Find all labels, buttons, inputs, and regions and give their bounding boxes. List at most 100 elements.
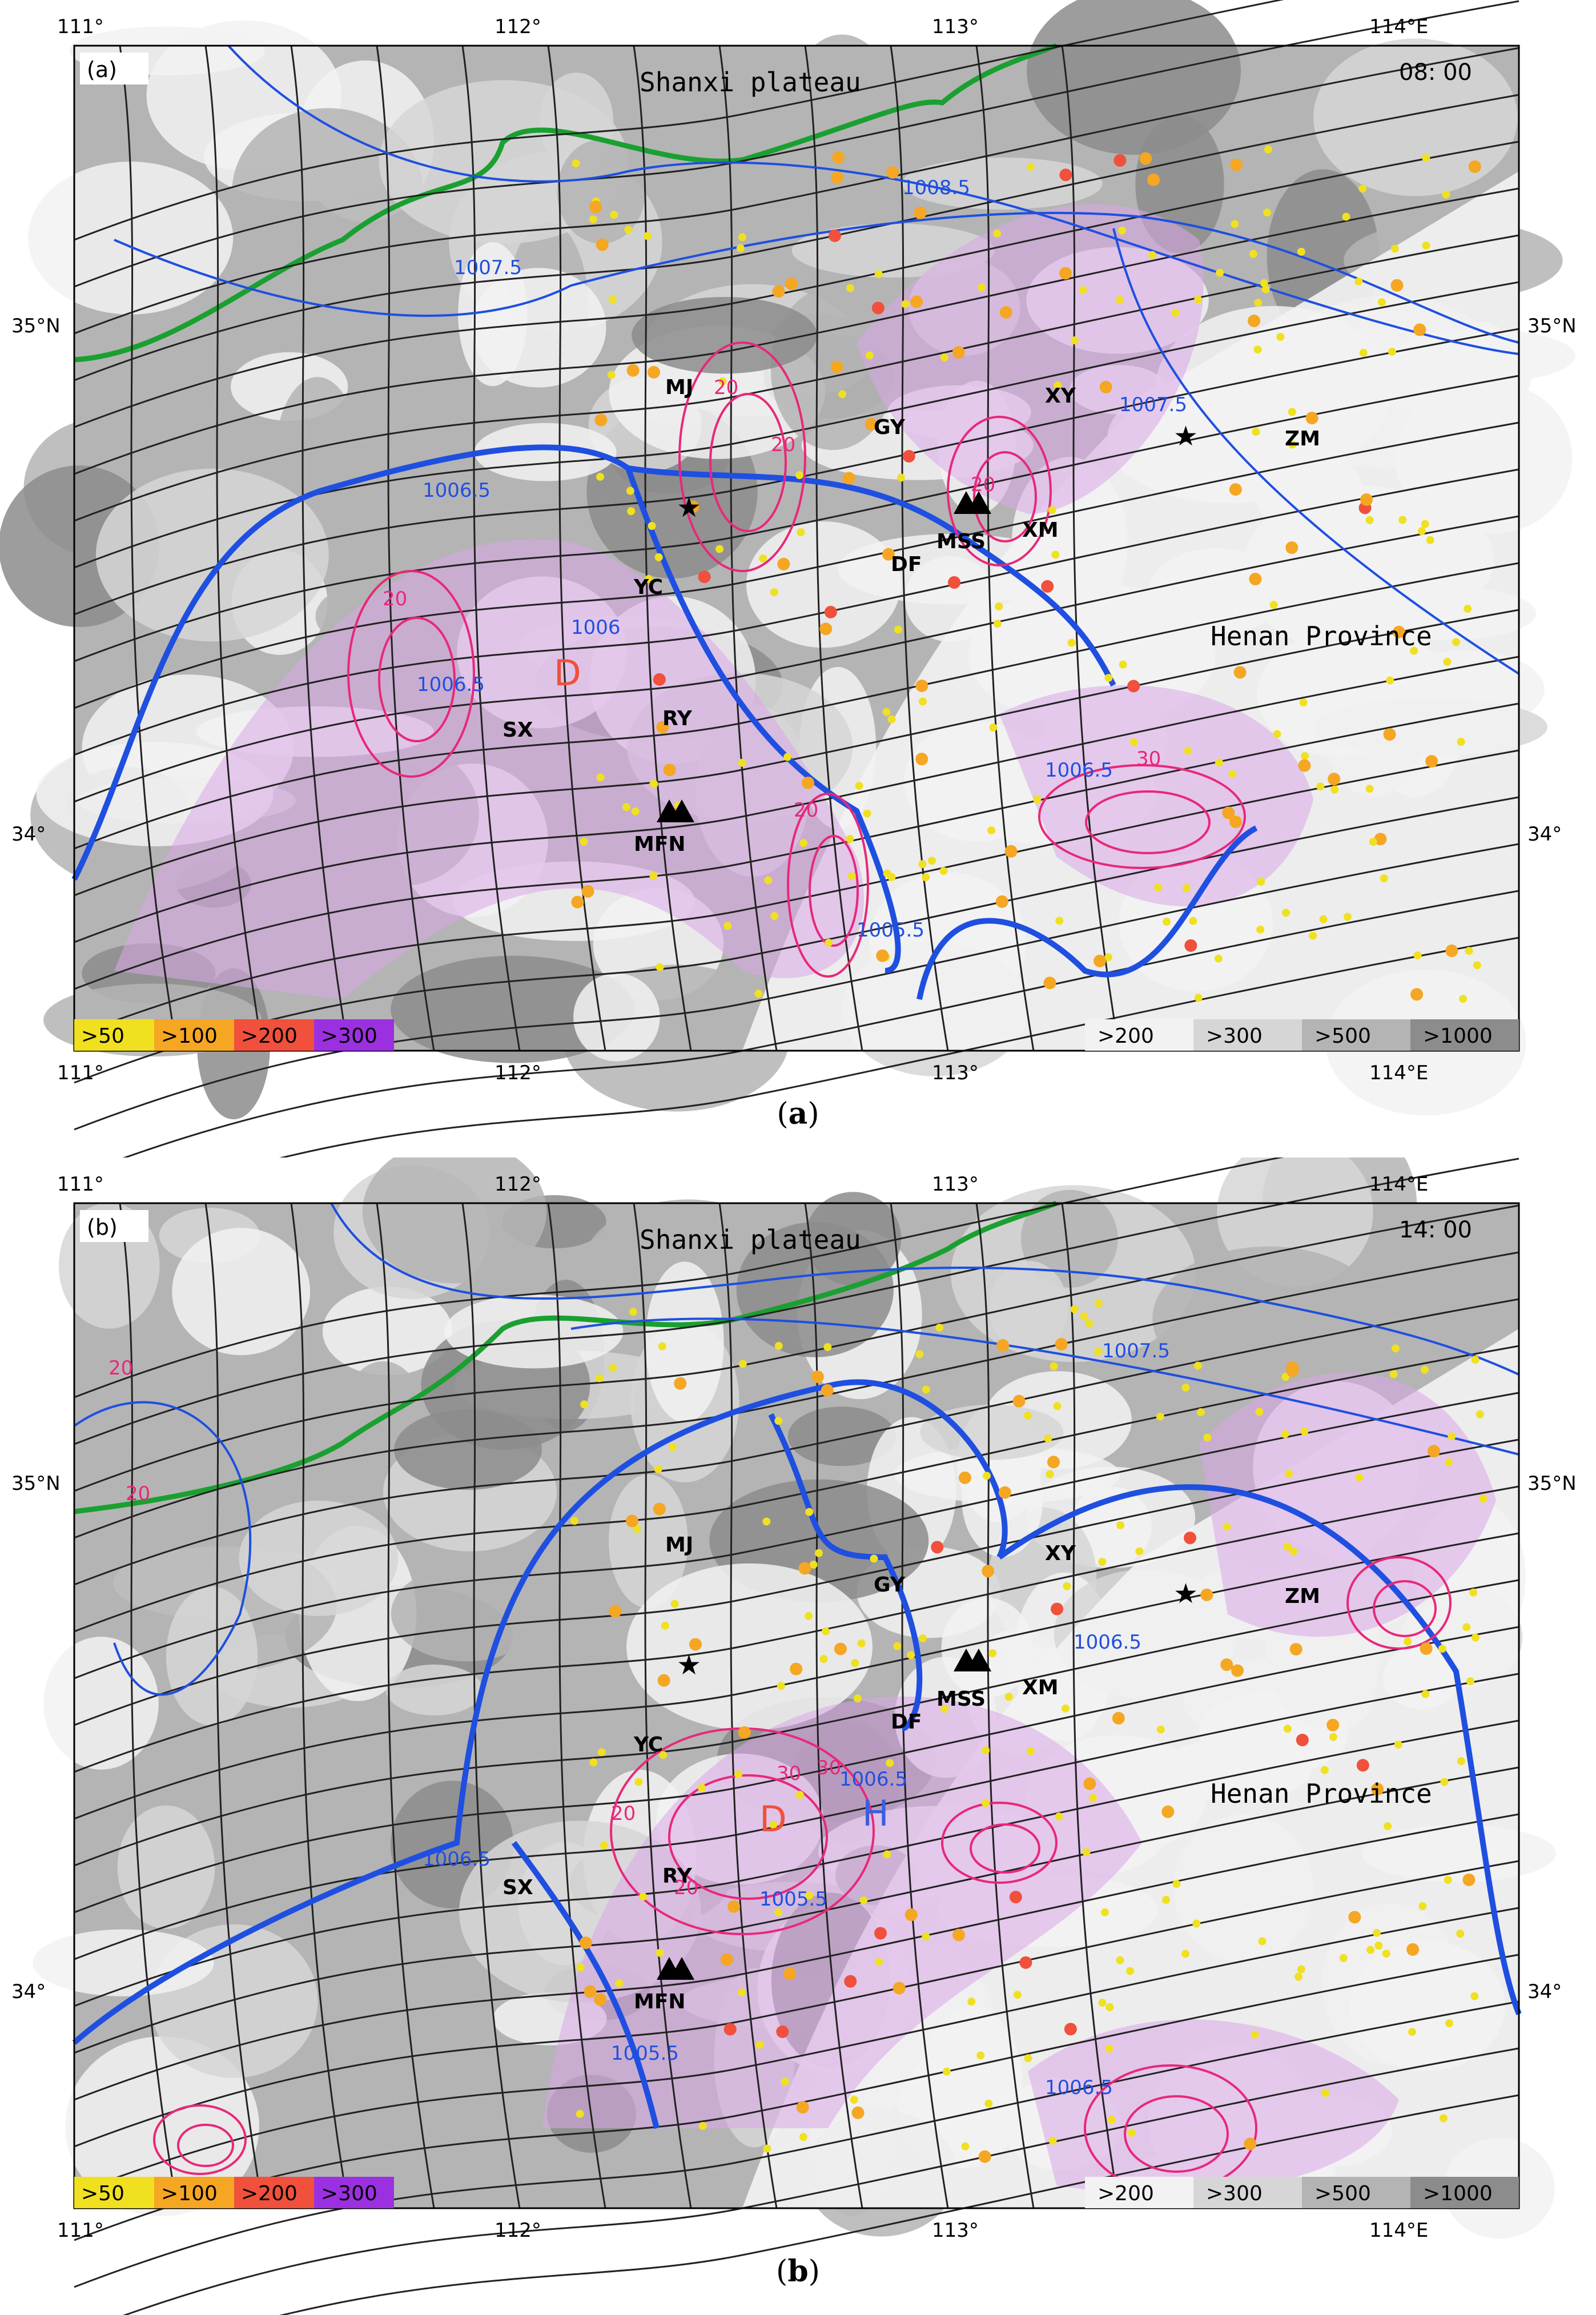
- rain-gauge-dot: [721, 1954, 733, 1966]
- rain-gauge-dot: [1248, 315, 1260, 327]
- rain-gauge-dot: [1229, 483, 1242, 496]
- rain-gauge-dot: [764, 876, 772, 884]
- terrain-patch: [391, 1566, 542, 1662]
- rain-gauge-dot: [830, 361, 843, 373]
- rain-gauge-dot: [978, 283, 986, 291]
- rain-gauge-dot: [1108, 2116, 1116, 2124]
- isobar-label: 1006.5: [1045, 759, 1113, 782]
- rain-gauge-dot: [805, 1612, 813, 1620]
- rain-gauge-dot: [723, 922, 731, 930]
- rain-gauge-dot: [738, 1988, 746, 1996]
- rain-gauge-dot: [656, 963, 664, 971]
- rain-gauge-dot: [1083, 1778, 1096, 1790]
- rain-gauge-dot: [922, 1932, 930, 1940]
- rain-gauge-dot: [1366, 1946, 1374, 1954]
- lon-tick-top: 111°: [57, 1173, 104, 1196]
- rain-gauge-dot: [1373, 1929, 1381, 1937]
- map-panel-a: 111° 111° 112° 112° 113° 113° 114°E 114°E 35°N 35…: [0, 0, 1596, 1158]
- station-label: ZM: [1285, 427, 1320, 451]
- panel-caption: (b): [0, 2254, 1596, 2289]
- station-label: DF: [891, 553, 922, 576]
- lon-tick-top: 112°: [495, 1173, 541, 1196]
- rain-gauge-dot: [922, 873, 930, 881]
- rain-gauge-dot: [1162, 1896, 1170, 1904]
- rain-gauge-dot: [802, 777, 814, 789]
- rain-gauge-dot: [715, 545, 723, 553]
- rain-gauge-dot: [1094, 1348, 1102, 1356]
- lon-tick-bottom: 113°: [932, 2219, 979, 2242]
- rain-gauge-dot: [1194, 1362, 1202, 1370]
- rain-gauge-dot: [626, 1515, 638, 1528]
- rain-gauge-dot: [1421, 1690, 1429, 1698]
- rain-gauge-dot: [832, 151, 845, 164]
- rain-gauge-dot: [785, 278, 798, 290]
- rain-gauge-dot: [1366, 516, 1374, 524]
- rain-gauge-dot: [1390, 279, 1403, 292]
- panel-caption-letter: a: [789, 1096, 808, 1131]
- contour-label: 20: [971, 473, 995, 496]
- rain-gauge-dot: [1270, 601, 1278, 609]
- station-label: DF: [891, 1710, 922, 1734]
- rain-gauge-dot: [1445, 2019, 1453, 2027]
- isobar-label: 1007.5: [454, 256, 522, 279]
- rain-gauge-dot: [653, 673, 666, 686]
- rain-gauge-dot: [1254, 299, 1262, 307]
- rain-gauge-dot: [699, 2122, 707, 2130]
- contour-label: 30: [1136, 747, 1161, 770]
- rain-gauge-dot: [883, 1850, 891, 1858]
- rain-gauge-dot: [774, 1417, 782, 1425]
- rain-gauge-dot: [1254, 345, 1262, 353]
- rain-gauge-dot: [1369, 838, 1377, 846]
- rain-gauge-dot: [943, 2068, 951, 2076]
- rain-gauge-dot: [1139, 152, 1152, 165]
- rain-gauge-dot: [609, 1364, 617, 1372]
- rain-gauge-dot: [1472, 1634, 1480, 1642]
- rain-gauge-dot: [821, 1384, 834, 1397]
- rain-gauge-dot: [1116, 1956, 1124, 1964]
- rain-gauge-dot: [1041, 580, 1054, 593]
- rain-gauge-dot: [1161, 1806, 1174, 1818]
- rain-gauge-dot: [875, 1958, 883, 1966]
- rain-gauge-dot: [952, 1928, 965, 1941]
- rain-gauge-dot: [1085, 1319, 1093, 1327]
- rain-gauge-dot: [1197, 1408, 1205, 1416]
- rain-gauge-dot: [982, 1565, 994, 1577]
- isobar-label: 1007.5: [1102, 1340, 1170, 1363]
- rain-gauge-dot: [1095, 1299, 1103, 1307]
- rain-gauge-dot: [580, 838, 588, 846]
- rain-gauge-dot: [1295, 1973, 1302, 1981]
- rain-gauge-dot: [1440, 2114, 1448, 2122]
- rain-gauge-dot: [1382, 1950, 1390, 1958]
- rain-gauge-dot: [1216, 269, 1224, 277]
- contour-label: 20: [674, 1876, 698, 1899]
- rain-gauge-dot: [724, 2023, 737, 2036]
- rain-gauge-dot: [1438, 1645, 1446, 1653]
- rain-gauge-dot: [1260, 279, 1268, 287]
- rain-gauge-dot: [1256, 926, 1264, 934]
- rain-gauge-dot: [1413, 323, 1426, 336]
- rain-gauge-dot: [863, 810, 871, 818]
- rain-gauge-dot: [1440, 1778, 1448, 1786]
- rain-gauge-dot: [738, 1726, 751, 1739]
- rain-gauge-dot: [1414, 951, 1422, 959]
- lat-tick-right: 35°N: [1527, 315, 1577, 337]
- rain-gauge-dot: [1071, 336, 1079, 344]
- rain-gauge-dot: [1252, 428, 1260, 436]
- rain-gauge-dot: [1273, 730, 1281, 738]
- rain-gauge-dot: [1071, 1305, 1079, 1313]
- rain-gauge-dot: [886, 1759, 894, 1767]
- rain-gauge-dot: [1127, 680, 1140, 692]
- rain-gauge-dot: [1329, 1733, 1337, 1741]
- rain-gauge-dot: [644, 232, 652, 240]
- station-label: MFN: [634, 833, 686, 856]
- rain-gauge-dot: [734, 1770, 742, 1778]
- rain-gauge-dot: [576, 2110, 584, 2118]
- rain-gauge-dot: [1019, 1956, 1032, 1969]
- rain-gauge-dot: [1421, 1366, 1429, 1374]
- rain-gauge-dot: [825, 939, 833, 947]
- station-label: MJ: [665, 1533, 693, 1557]
- lon-tick-top: 114°E: [1369, 15, 1428, 38]
- rain-gauge-dot: [854, 1694, 862, 1702]
- rain-gauge-dot: [1286, 1361, 1298, 1374]
- station-label: XY: [1045, 1542, 1076, 1565]
